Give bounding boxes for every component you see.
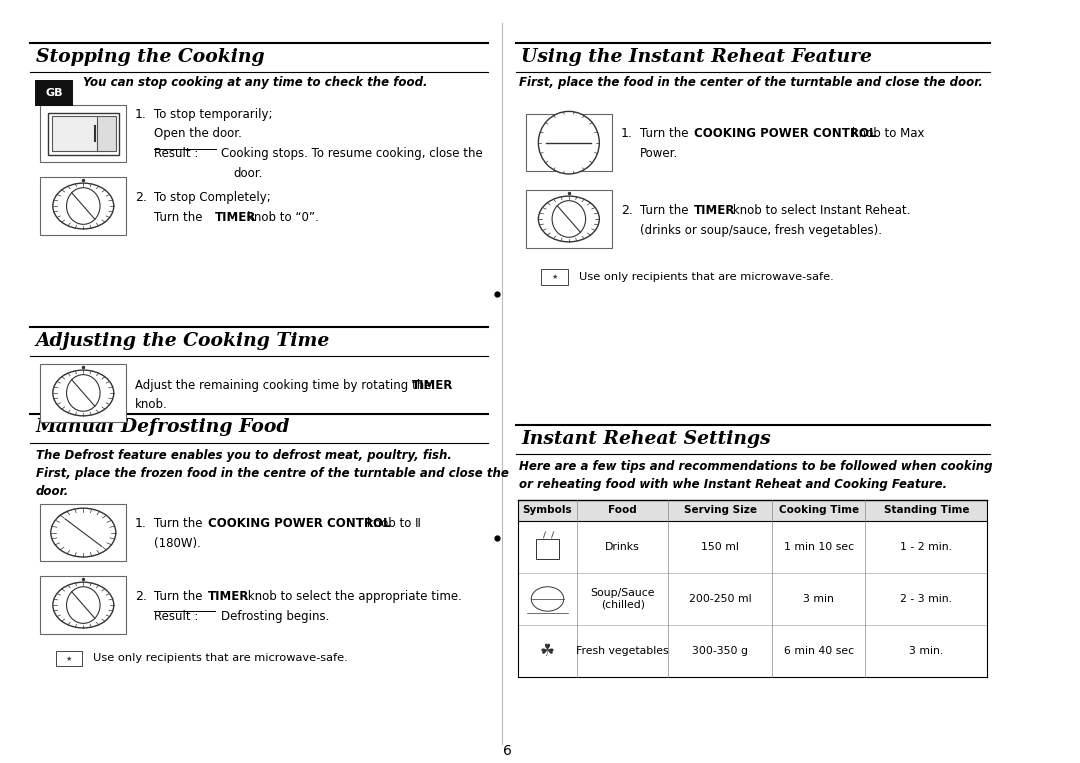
Text: The Defrost feature enables you to defrost meat, poultry, fish.: The Defrost feature enables you to defro… bbox=[36, 449, 451, 462]
Text: ☘: ☘ bbox=[540, 642, 555, 660]
Text: Use only recipients that are microwave-safe.: Use only recipients that are microwave-s… bbox=[579, 272, 834, 282]
Text: knob to “0”.: knob to “0”. bbox=[247, 211, 319, 224]
Ellipse shape bbox=[552, 201, 585, 237]
FancyBboxPatch shape bbox=[40, 178, 126, 234]
Text: door.: door. bbox=[36, 485, 69, 498]
Text: Instant Reheat Settings: Instant Reheat Settings bbox=[522, 430, 771, 448]
FancyBboxPatch shape bbox=[97, 116, 116, 151]
FancyBboxPatch shape bbox=[35, 80, 73, 106]
Text: GB: GB bbox=[45, 88, 63, 98]
Text: 2.: 2. bbox=[135, 590, 147, 603]
Text: Here are a few tips and recommendations to be followed when cooking: Here are a few tips and recommendations … bbox=[519, 460, 993, 473]
Text: TIMER: TIMER bbox=[693, 204, 735, 217]
Ellipse shape bbox=[67, 375, 100, 411]
Text: You can stop cooking at any time to check the food.: You can stop cooking at any time to chec… bbox=[83, 76, 428, 89]
Text: First, place the food in the center of the turntable and close the door.: First, place the food in the center of t… bbox=[519, 76, 983, 89]
FancyBboxPatch shape bbox=[40, 577, 126, 633]
Text: TIMER: TIMER bbox=[215, 211, 257, 224]
Text: 1.: 1. bbox=[135, 517, 147, 530]
Text: knob to Max: knob to Max bbox=[848, 127, 924, 140]
Text: Defrosting begins.: Defrosting begins. bbox=[221, 610, 329, 623]
Text: Cooking Time: Cooking Time bbox=[779, 505, 859, 516]
FancyBboxPatch shape bbox=[40, 365, 126, 422]
Text: TIMER: TIMER bbox=[411, 379, 453, 392]
Text: COOKING POWER CONTROL: COOKING POWER CONTROL bbox=[693, 127, 876, 140]
FancyBboxPatch shape bbox=[541, 269, 568, 285]
Text: 6: 6 bbox=[503, 744, 512, 758]
Text: Turn the: Turn the bbox=[640, 127, 692, 140]
Text: Drinks: Drinks bbox=[605, 542, 640, 552]
Text: Result :: Result : bbox=[154, 610, 199, 623]
Text: COOKING POWER CONTROL: COOKING POWER CONTROL bbox=[208, 517, 391, 530]
Text: 2.: 2. bbox=[135, 191, 147, 204]
Text: Stopping the Cooking: Stopping the Cooking bbox=[36, 48, 265, 66]
Text: (drinks or soup/sauce, fresh vegetables).: (drinks or soup/sauce, fresh vegetables)… bbox=[640, 224, 882, 237]
Text: Symbols: Symbols bbox=[523, 505, 572, 516]
Text: Turn the: Turn the bbox=[154, 590, 206, 603]
Text: Result :: Result : bbox=[154, 147, 199, 160]
Circle shape bbox=[531, 587, 564, 611]
Text: door.: door. bbox=[233, 167, 264, 180]
Ellipse shape bbox=[538, 111, 599, 174]
FancyBboxPatch shape bbox=[40, 105, 126, 163]
FancyBboxPatch shape bbox=[518, 500, 987, 521]
Text: Adjust the remaining cooking time by rotating the: Adjust the remaining cooking time by rot… bbox=[135, 379, 435, 392]
FancyBboxPatch shape bbox=[537, 539, 558, 559]
Ellipse shape bbox=[67, 188, 100, 224]
Text: Serving Size: Serving Size bbox=[684, 505, 757, 516]
Text: To stop temporarily;: To stop temporarily; bbox=[154, 108, 273, 121]
FancyBboxPatch shape bbox=[526, 191, 612, 247]
Text: 2.: 2. bbox=[621, 204, 633, 217]
Text: Cooking stops. To resume cooking, close the: Cooking stops. To resume cooking, close … bbox=[221, 147, 483, 160]
Text: (180W).: (180W). bbox=[154, 537, 201, 550]
Text: TIMER: TIMER bbox=[208, 590, 249, 603]
Ellipse shape bbox=[67, 587, 100, 623]
FancyBboxPatch shape bbox=[56, 651, 82, 666]
Text: Open the door.: Open the door. bbox=[154, 127, 242, 140]
Text: 1 - 2 min.: 1 - 2 min. bbox=[901, 542, 953, 552]
Text: 3 min: 3 min bbox=[804, 594, 834, 604]
Text: knob.: knob. bbox=[135, 398, 167, 410]
Text: 1.: 1. bbox=[621, 127, 633, 140]
FancyBboxPatch shape bbox=[48, 112, 119, 154]
Text: knob to select Instant Reheat.: knob to select Instant Reheat. bbox=[729, 204, 910, 217]
Text: ★: ★ bbox=[552, 274, 557, 280]
FancyBboxPatch shape bbox=[526, 114, 612, 172]
Text: Turn the: Turn the bbox=[154, 211, 206, 224]
Text: Standing Time: Standing Time bbox=[883, 505, 969, 516]
Text: 200-250 ml: 200-250 ml bbox=[689, 594, 752, 604]
Text: 3 min.: 3 min. bbox=[909, 645, 944, 656]
Text: knob to select the appropriate time.: knob to select the appropriate time. bbox=[244, 590, 461, 603]
Text: knob to Ⅱ: knob to Ⅱ bbox=[363, 517, 420, 530]
Text: 6 min 40 sec: 6 min 40 sec bbox=[784, 645, 854, 656]
Text: Using the Instant Reheat Feature: Using the Instant Reheat Feature bbox=[522, 48, 872, 66]
Text: or reheating food with whe Instant Reheat and Cooking Feature.: or reheating food with whe Instant Rehea… bbox=[519, 478, 947, 491]
Circle shape bbox=[51, 508, 116, 557]
Text: 150 ml: 150 ml bbox=[701, 542, 739, 552]
FancyBboxPatch shape bbox=[40, 504, 126, 561]
Text: Turn the: Turn the bbox=[640, 204, 692, 217]
FancyBboxPatch shape bbox=[52, 116, 98, 151]
Text: Adjusting the Cooking Time: Adjusting the Cooking Time bbox=[36, 332, 329, 350]
Text: Fresh vegetables: Fresh vegetables bbox=[577, 645, 669, 656]
Text: ★: ★ bbox=[66, 655, 72, 662]
Text: Soup/Sauce
(chilled): Soup/Sauce (chilled) bbox=[591, 588, 654, 610]
Text: Use only recipients that are microwave-safe.: Use only recipients that are microwave-s… bbox=[94, 653, 348, 664]
Text: Turn the: Turn the bbox=[154, 517, 206, 530]
Text: Power.: Power. bbox=[640, 147, 678, 160]
Text: First, place the frozen food in the centre of the turntable and close the: First, place the frozen food in the cent… bbox=[36, 467, 509, 480]
Text: 1 min 10 sec: 1 min 10 sec bbox=[784, 542, 854, 552]
Text: To stop Completely;: To stop Completely; bbox=[154, 191, 271, 204]
Text: 300-350 g: 300-350 g bbox=[692, 645, 748, 656]
Text: 1.: 1. bbox=[135, 108, 147, 121]
Text: 2 - 3 min.: 2 - 3 min. bbox=[901, 594, 953, 604]
Text: Manual Defrosting Food: Manual Defrosting Food bbox=[36, 418, 291, 436]
Text: Food: Food bbox=[608, 505, 637, 516]
